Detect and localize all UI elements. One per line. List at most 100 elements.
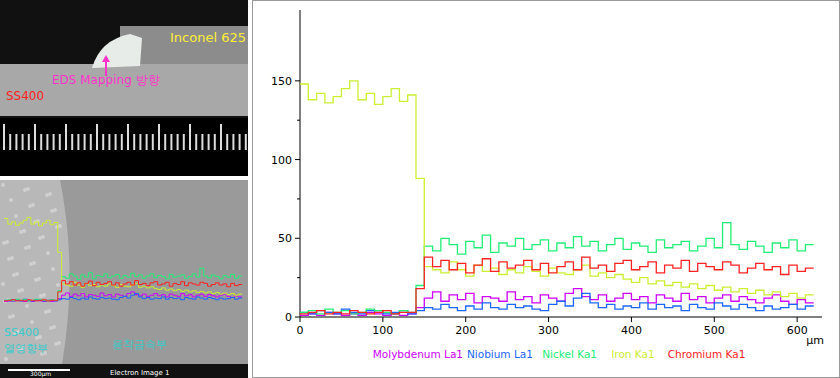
x-tick-label: 100	[372, 324, 393, 337]
ruler-tick	[9, 134, 11, 150]
ruler-tick	[3, 124, 5, 150]
y-tick	[295, 80, 300, 81]
legend-entry: Iron Ka1	[611, 348, 654, 360]
x-tick-label: 500	[704, 324, 725, 337]
ruler-tick	[146, 134, 148, 150]
ruler-tick	[220, 124, 222, 150]
ruler-tick	[177, 134, 179, 150]
caption: Electron Image 1	[110, 369, 170, 377]
series-line	[300, 223, 814, 314]
ruler-tick	[65, 124, 67, 150]
ss400-plate	[0, 64, 248, 116]
grain	[20, 288, 24, 292]
grain	[14, 214, 18, 218]
y-tick	[295, 317, 300, 318]
ruler-tick	[239, 134, 241, 150]
ruler-tick	[232, 134, 234, 150]
ruler-tick	[90, 134, 92, 150]
ruler-tick	[164, 134, 166, 150]
ruler-tick	[96, 124, 98, 150]
ruler-tick	[183, 134, 185, 150]
scale-text: 300µm	[30, 370, 51, 378]
legend-entry: Niobium La1	[467, 348, 533, 360]
ruler-tick	[108, 134, 110, 150]
ruler-tick	[22, 134, 24, 150]
grain	[1, 183, 5, 187]
y-axis	[300, 10, 301, 317]
ruler-tick	[208, 134, 210, 150]
grain	[57, 341, 61, 345]
y-tick-label: 100	[271, 154, 292, 167]
ruler-tick	[139, 134, 141, 150]
grain	[31, 203, 35, 207]
ruler-tick	[53, 134, 55, 150]
y-tick	[295, 238, 300, 239]
grain	[11, 314, 15, 318]
ruler-tick	[77, 134, 79, 150]
grain	[10, 256, 14, 260]
weld-bead	[92, 34, 142, 68]
y-minor-tick	[297, 198, 300, 199]
ruler-tick	[170, 134, 172, 150]
ruler-tick	[158, 124, 160, 150]
x-tick	[382, 317, 383, 322]
grain	[5, 240, 9, 244]
x-tick-label: 400	[621, 324, 642, 337]
series-line	[300, 289, 814, 316]
label: SS400	[6, 89, 44, 103]
legend-entry: Chromium Ka1	[668, 348, 746, 360]
label: 열영향부	[4, 342, 48, 355]
ruler-tick	[189, 124, 191, 150]
ruler-tick	[121, 134, 123, 150]
y-tick	[295, 159, 300, 160]
ruler-tick	[127, 124, 129, 150]
grain	[4, 357, 8, 361]
grain	[32, 261, 36, 265]
ruler-tick	[226, 134, 228, 150]
x-tick-label: 200	[455, 324, 476, 337]
legend-entry: Molybdenum La1	[373, 348, 463, 360]
grain	[22, 229, 26, 233]
ruler-tick	[102, 134, 104, 150]
overlay-trace	[4, 268, 242, 301]
ruler	[0, 118, 248, 176]
x-axis	[300, 317, 822, 318]
arrow	[105, 60, 107, 76]
grain	[46, 251, 50, 255]
grain	[51, 267, 55, 271]
ruler-tick	[201, 134, 203, 150]
ruler-tick	[59, 134, 61, 150]
ruler-tick	[15, 134, 17, 150]
grain	[36, 219, 40, 223]
y-tick-label: 150	[271, 75, 292, 88]
label: 용착금속부	[112, 338, 167, 351]
y-minor-tick	[297, 120, 300, 121]
ruler-tick	[195, 134, 197, 150]
haz-region	[0, 180, 70, 364]
grain	[27, 245, 31, 249]
x-tick	[631, 317, 632, 322]
label: Inconel 625	[170, 30, 246, 45]
grain	[26, 187, 30, 191]
x-tick	[714, 317, 715, 322]
plot-area	[300, 81, 814, 316]
x-tick-label: 300	[538, 324, 559, 337]
y-tick-label: 50	[278, 232, 292, 245]
sem-image	[0, 180, 248, 378]
grain	[9, 198, 13, 202]
y-tick-label: 0	[285, 311, 292, 324]
legend-entry: Nickel Ka1	[542, 348, 597, 360]
ruler-tick	[34, 124, 36, 150]
x-tick	[797, 317, 798, 322]
ruler-tick	[245, 134, 247, 150]
ruler-tick	[28, 134, 30, 150]
y-minor-tick	[297, 277, 300, 278]
grain	[47, 309, 51, 313]
grain	[58, 224, 62, 228]
grain	[30, 320, 34, 324]
grain	[25, 304, 29, 308]
ruler-tick	[115, 134, 117, 150]
x-tick	[465, 317, 466, 322]
series-line	[300, 257, 814, 314]
macro-photo	[0, 0, 248, 176]
